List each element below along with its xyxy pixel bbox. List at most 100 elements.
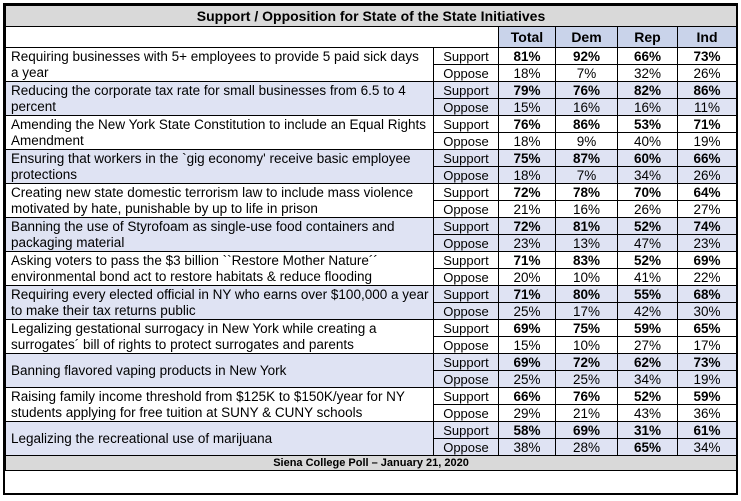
table-row-oppose: Oppose 38% 28% 65% 34%	[6, 438, 738, 456]
question-text: Legalizing gestational surrogacy in New …	[5, 319, 434, 354]
oppose-value-total: 25%	[498, 302, 556, 320]
oppose-value-dem: 10%	[555, 336, 618, 354]
table-row-oppose: Oppose 29% 21% 43% 36%	[6, 404, 738, 422]
support-label: Support	[433, 81, 499, 99]
table-row-support: Legalizing the recreational use of marij…	[5, 421, 738, 456]
table-row-oppose: Oppose 15% 16% 16% 11%	[6, 98, 738, 116]
support-value-ind: 73%	[676, 47, 738, 65]
support-value-dem: 69%	[555, 421, 618, 439]
oppose-value-ind: 17%	[676, 336, 738, 354]
table-row-support: Requiring every elected official in NY w…	[5, 285, 738, 320]
support-value-dem: 78%	[555, 183, 618, 201]
oppose-value-dem: 9%	[555, 132, 618, 150]
support-value-rep: 62%	[617, 353, 678, 371]
question-text: Creating new state domestic terrorism la…	[5, 183, 434, 218]
oppose-value-total: 23%	[498, 234, 556, 252]
oppose-value-ind: 22%	[676, 268, 738, 286]
oppose-value-total: 18%	[498, 64, 556, 82]
oppose-label: Oppose	[433, 302, 499, 320]
oppose-label: Oppose	[433, 438, 499, 456]
support-value-ind: 59%	[676, 387, 738, 405]
oppose-value-ind: 26%	[676, 64, 738, 82]
support-label: Support	[433, 353, 499, 371]
oppose-value-ind: 30%	[676, 302, 738, 320]
oppose-value-rep: 43%	[617, 404, 678, 422]
oppose-value-dem: 10%	[555, 268, 618, 286]
oppose-value-rep: 32%	[617, 64, 678, 82]
support-value-total: 71%	[498, 285, 556, 303]
oppose-value-total: 15%	[498, 336, 556, 354]
support-value-total: 72%	[498, 217, 556, 235]
table-row-oppose: Oppose 18% 7% 32% 26%	[6, 64, 738, 82]
question-text: Asking voters to pass the $3 billion ``R…	[5, 251, 434, 286]
column-header-ind: Ind	[676, 26, 738, 48]
support-value-rep: 60%	[617, 149, 678, 167]
support-value-total: 72%	[498, 183, 556, 201]
table-row-support: Banning the use of Styrofoam as single-u…	[5, 217, 738, 252]
oppose-value-ind: 19%	[676, 370, 738, 388]
support-value-rep: 52%	[617, 217, 678, 235]
table-row-oppose: Oppose 25% 17% 42% 30%	[6, 302, 738, 320]
table-footer: Siena College Poll – January 21, 2020	[4, 455, 738, 471]
oppose-value-rep: 40%	[617, 132, 678, 150]
oppose-value-dem: 7%	[555, 166, 618, 184]
support-value-dem: 72%	[555, 353, 618, 371]
poll-table-frame: Support / Opposition for State of the St…	[3, 3, 738, 495]
support-value-ind: 61%	[676, 421, 738, 439]
oppose-label: Oppose	[433, 200, 499, 218]
oppose-value-total: 18%	[498, 132, 556, 150]
question-text: Amending the New York State Constitution…	[5, 115, 434, 150]
support-value-ind: 68%	[676, 285, 738, 303]
oppose-label: Oppose	[433, 166, 499, 184]
support-value-rep: 59%	[617, 319, 678, 337]
support-value-rep: 70%	[617, 183, 678, 201]
table-row-oppose: Oppose 21% 16% 26% 27%	[6, 200, 738, 218]
support-value-ind: 86%	[676, 81, 738, 99]
oppose-value-ind: 11%	[676, 98, 738, 116]
oppose-value-rep: 16%	[617, 98, 678, 116]
oppose-value-total: 38%	[498, 438, 556, 456]
support-label: Support	[433, 285, 499, 303]
oppose-value-total: 20%	[498, 268, 556, 286]
support-value-dem: 83%	[555, 251, 618, 269]
question-text: Raising family income threshold from $12…	[5, 387, 434, 422]
support-value-total: 79%	[498, 81, 556, 99]
support-value-rep: 82%	[617, 81, 678, 99]
column-header-row: Total Dem Rep Ind	[5, 26, 738, 48]
support-label: Support	[433, 183, 499, 201]
column-header-rep: Rep	[617, 26, 678, 48]
support-label: Support	[433, 421, 499, 439]
oppose-value-total: 29%	[498, 404, 556, 422]
support-value-ind: 73%	[676, 353, 738, 371]
oppose-value-total: 18%	[498, 166, 556, 184]
column-header-total: Total	[498, 26, 556, 48]
support-value-total: 71%	[498, 251, 556, 269]
support-value-dem: 76%	[555, 81, 618, 99]
oppose-value-dem: 16%	[555, 98, 618, 116]
support-value-rep: 52%	[617, 251, 678, 269]
oppose-value-ind: 26%	[676, 166, 738, 184]
table-row-support: Banning flavored vaping products in New …	[5, 353, 738, 388]
oppose-value-ind: 27%	[676, 200, 738, 218]
table-row-support: Amending the New York State Constitution…	[5, 115, 738, 150]
support-value-total: 76%	[498, 115, 556, 133]
support-label: Support	[433, 149, 499, 167]
support-value-dem: 76%	[555, 387, 618, 405]
question-text: Reducing the corporate tax rate for smal…	[5, 81, 434, 116]
oppose-value-dem: 28%	[555, 438, 618, 456]
support-value-total: 75%	[498, 149, 556, 167]
oppose-value-rep: 41%	[617, 268, 678, 286]
table-row-support: Requiring businesses with 5+ employees t…	[5, 47, 738, 82]
support-value-ind: 64%	[676, 183, 738, 201]
oppose-value-total: 21%	[498, 200, 556, 218]
column-header-dem: Dem	[555, 26, 618, 48]
oppose-value-rep: 65%	[617, 438, 678, 456]
support-value-ind: 74%	[676, 217, 738, 235]
support-label: Support	[433, 387, 499, 405]
support-label: Support	[433, 251, 499, 269]
support-value-dem: 86%	[555, 115, 618, 133]
support-value-total: 69%	[498, 353, 556, 371]
oppose-value-dem: 16%	[555, 200, 618, 218]
support-value-rep: 66%	[617, 47, 678, 65]
support-value-rep: 31%	[617, 421, 678, 439]
